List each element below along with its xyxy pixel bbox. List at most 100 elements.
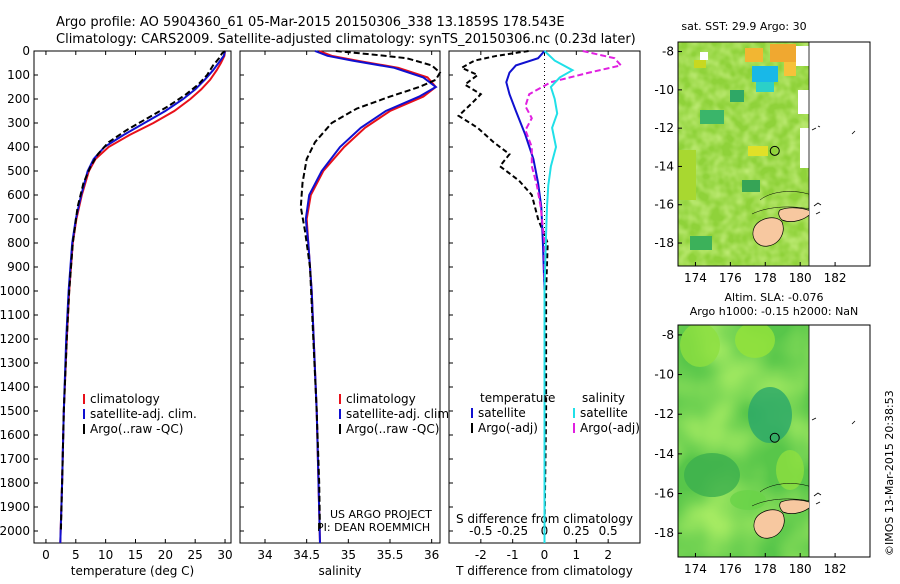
y-tick-label: 1700 — [0, 452, 30, 466]
sst-map: sat. SST: 29.9 Argo: 30 174 176 178 180 182 -… — [654, 20, 871, 285]
map-x-tick-label: 182 — [824, 562, 847, 576]
y-tick-label: 200 — [7, 92, 30, 106]
map-x-tick-label: 176 — [719, 271, 742, 285]
temperature-panel: 0 5 10 15 20 25 300100200300400500600700800900… — [0, 44, 233, 578]
map-y-tick-label: -14 — [654, 447, 674, 461]
x-tick-label: 30 — [217, 548, 232, 562]
credit-project: US ARGO PROJECT — [330, 508, 432, 521]
map-y-tick-label: -16 — [654, 487, 674, 501]
map-axes-frame — [677, 41, 871, 267]
x-tick-label: 36 — [424, 548, 439, 562]
y-tick-label: 800 — [7, 236, 30, 250]
x2-tick-label: 0.25 — [563, 524, 590, 538]
x-tick-label: 10 — [98, 548, 113, 562]
x-tick-label: 35 — [341, 548, 356, 562]
series-argo — [59, 50, 226, 532]
y-tick-label: 0 — [22, 44, 30, 58]
map-y-tick-label: -14 — [654, 159, 674, 173]
figure-title-line1: Argo profile: AO 5904360_61 05-Mar-2015 … — [56, 15, 565, 30]
x-tick-label: -1 — [507, 548, 519, 562]
x2-tick-label: -0.25 — [497, 524, 528, 538]
sla-map-island-fiji — [751, 483, 809, 539]
y-tick-label: 1200 — [0, 332, 30, 346]
legend-label: Argo(..raw -QC) — [90, 422, 183, 436]
legend-group-temperature: temperature — [480, 391, 555, 405]
legend-label: climatology — [90, 392, 160, 406]
x-tick-label: 0 — [42, 548, 50, 562]
sst-map-patches — [678, 44, 809, 250]
sst-map-texture — [678, 42, 809, 266]
map-y-tick-label: -16 — [654, 198, 674, 212]
map-axes-frame — [677, 324, 871, 558]
y-tick-label: 1600 — [0, 428, 30, 442]
x2-tick-label: -0.5 — [469, 524, 492, 538]
sst-map-title: sat. SST: 29.9 Argo: 30 — [681, 20, 806, 33]
x-tick-label: 2 — [604, 548, 612, 562]
y-tick-label: 1800 — [0, 476, 30, 490]
x-tick-label: 34 — [257, 548, 272, 562]
map-x-tick-label: 180 — [789, 562, 812, 576]
legend-group-salinity: salinity — [582, 391, 625, 405]
sst-map-argo-marker — [769, 145, 780, 156]
map-y-tick-label: -12 — [654, 121, 674, 135]
y-tick-label: 1900 — [0, 500, 30, 514]
map-x-tick-label: 178 — [754, 562, 777, 576]
legend-label: Argo(..raw -QC) — [346, 422, 439, 436]
x-tick-label: 25 — [188, 548, 203, 562]
map-x-tick-label: 174 — [684, 562, 707, 576]
map-y-tick-label: -18 — [654, 236, 674, 250]
series-satellite-adj — [304, 50, 438, 544]
y-tick-label: 1400 — [0, 380, 30, 394]
y-tick-label: 400 — [7, 140, 30, 154]
sla-map-patches — [680, 325, 804, 510]
map-y-tick-label: -10 — [654, 368, 674, 382]
x-tick-label: 20 — [158, 548, 173, 562]
y-tick-label: 1300 — [0, 356, 30, 370]
y-tick-label: 100 — [7, 68, 30, 82]
difference-panel: -2 -1 0 1 2 T difference from climatology -0.5… — [448, 50, 641, 578]
y-tick-label: 700 — [7, 212, 30, 226]
sla-map-argo-marker — [769, 432, 780, 443]
map-y-tick-label: -12 — [654, 407, 674, 421]
map-y-tick-label: -18 — [654, 526, 674, 540]
credit-stamp: ©IMOS 13-Mar-2015 20:38:53 — [883, 390, 896, 556]
map-x-tick-label: 176 — [719, 562, 742, 576]
map-y-tick-label: -10 — [654, 83, 674, 97]
salinity-panel: 34 34.5 35 35.5 36 salinity climatologysatelli… — [239, 50, 453, 578]
y-tick-label: 600 — [7, 188, 30, 202]
credit-pi: PI: DEAN ROEMMICH — [317, 521, 430, 534]
y-tick-label: 1000 — [0, 284, 30, 298]
figure-title-line2: Climatology: CARS2009. Satellite-adjuste… — [56, 32, 636, 47]
y-tick-label: 500 — [7, 164, 30, 178]
legend-label: satellite — [580, 406, 628, 420]
x2-tick-label: 0.5 — [599, 524, 618, 538]
y-tick-label: 1500 — [0, 404, 30, 418]
x-axis-label: salinity — [318, 564, 361, 578]
map-x-tick-label: 180 — [789, 271, 812, 285]
x-tick-label: 1 — [573, 548, 581, 562]
sla-map-outside-coast — [811, 417, 856, 505]
x-tick-label: 15 — [128, 548, 143, 562]
legend-label: satellite-adj. clim. — [346, 407, 453, 421]
plot-frame — [33, 50, 232, 544]
x-tick-label: 34.5 — [293, 548, 320, 562]
y-tick-label: 300 — [7, 116, 30, 130]
sla-map-subtitle: Argo h1000: -0.15 h2000: NaN — [690, 305, 859, 318]
series-sal-satellite — [543, 50, 575, 543]
y-tick-label: 900 — [7, 260, 30, 274]
sla-map: Altim. SLA: -0.076 Argo h1000: -0.15 h20… — [654, 291, 871, 576]
map-x-tick-label: 182 — [824, 271, 847, 285]
y-tick-label: 1100 — [0, 308, 30, 322]
x-tick-label: 35.5 — [377, 548, 404, 562]
x-tick-label: -2 — [475, 548, 487, 562]
legend-label: Argo(-adj) — [580, 421, 640, 435]
sla-map-title: Altim. SLA: -0.076 — [724, 291, 823, 304]
map-y-tick-label: -8 — [662, 45, 674, 59]
y-tick-label: 2000 — [0, 524, 30, 538]
sst-map-island-fiji — [751, 191, 809, 247]
legend-label: satellite — [478, 406, 526, 420]
legend-label: satellite-adj. clim. — [90, 407, 197, 421]
sst-map-outside-coast — [811, 125, 856, 215]
series-argo — [299, 50, 442, 532]
